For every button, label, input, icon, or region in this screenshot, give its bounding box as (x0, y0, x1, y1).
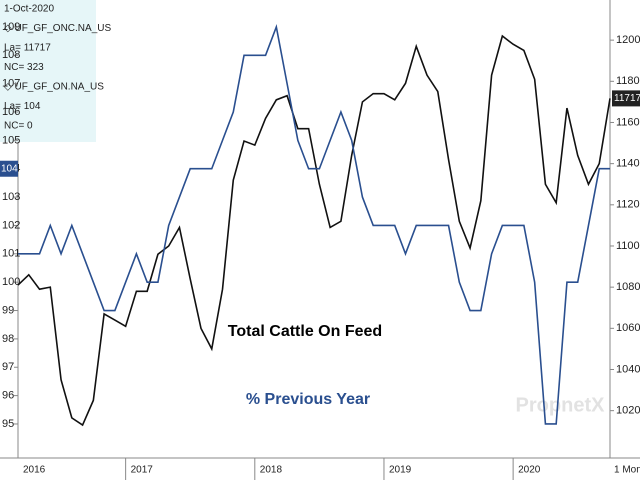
y-tick-label: 95 (2, 418, 14, 430)
y-tick-label: 103 (2, 191, 20, 203)
y-tick-label: 106 (2, 106, 20, 118)
info-background (0, 0, 96, 142)
info-line: NC= 323 (4, 62, 44, 73)
info-box: 1-Oct-2020 ◇ UF_GF_ONC.NA_US La= 11717 NC= … (0, 0, 111, 142)
corner-label: 1 Mon (614, 465, 640, 476)
y-tick-label: 102 (2, 219, 20, 231)
y2-tick-label: 10800 (616, 281, 640, 293)
x-tick-label: 2016 (23, 465, 46, 476)
y2-tick-label: 10600 (616, 322, 640, 334)
chart-subtitle: % Previous Year (246, 391, 370, 408)
info-line: NC= 0 (4, 121, 33, 132)
watermark: PropnetX (516, 394, 606, 416)
y2-tick-label: 12000 (616, 34, 640, 46)
series-line (17, 34, 611, 427)
y2-tick-label: 11000 (616, 240, 640, 252)
last-value-badge (612, 90, 640, 107)
info-line: ◇ UF_GF_ONC.NA_US (4, 23, 111, 34)
y2-tick-label: 10200 (616, 405, 640, 417)
y-tick-label: 100 (2, 276, 20, 288)
y-tick-label: 97 (2, 361, 14, 373)
last-value-badge (0, 160, 18, 177)
last-value-label: 11717 (614, 93, 640, 104)
y2-tick-label: 10400 (616, 363, 640, 375)
info-line: La= 11717 (4, 43, 51, 54)
y2-tick-label: 11200 (616, 199, 640, 211)
y-tick-label: 107 (2, 78, 20, 90)
y-tick-label: 101 (2, 248, 20, 260)
y2-tick-label: 11800 (616, 75, 640, 87)
y2-tick-label: 11600 (616, 116, 640, 128)
y-tick-label: 98 (2, 333, 14, 345)
y2-tick-label: 11400 (616, 158, 640, 170)
last-value-label: 104 (1, 163, 18, 174)
info-line: ◇ UF_GF_ON.NA_US (4, 82, 104, 93)
y-tick-label: 108 (2, 49, 20, 61)
y-tick-label: 109 (2, 21, 20, 33)
series-line (18, 24, 610, 425)
x-tick-label: 2020 (518, 465, 541, 476)
x-tick-label: 2018 (260, 465, 283, 476)
x-tick-label: 2017 (131, 465, 154, 476)
y-tick-label: 96 (2, 390, 14, 402)
y-tick-label: 99 (2, 304, 14, 316)
info-line: 1-Oct-2020 (4, 4, 54, 15)
info-line: La= 104 (4, 101, 41, 112)
x-tick-label: 2019 (389, 465, 412, 476)
chart-title: Total Cattle On Feed (228, 323, 382, 340)
y-tick-label: 105 (2, 134, 20, 146)
